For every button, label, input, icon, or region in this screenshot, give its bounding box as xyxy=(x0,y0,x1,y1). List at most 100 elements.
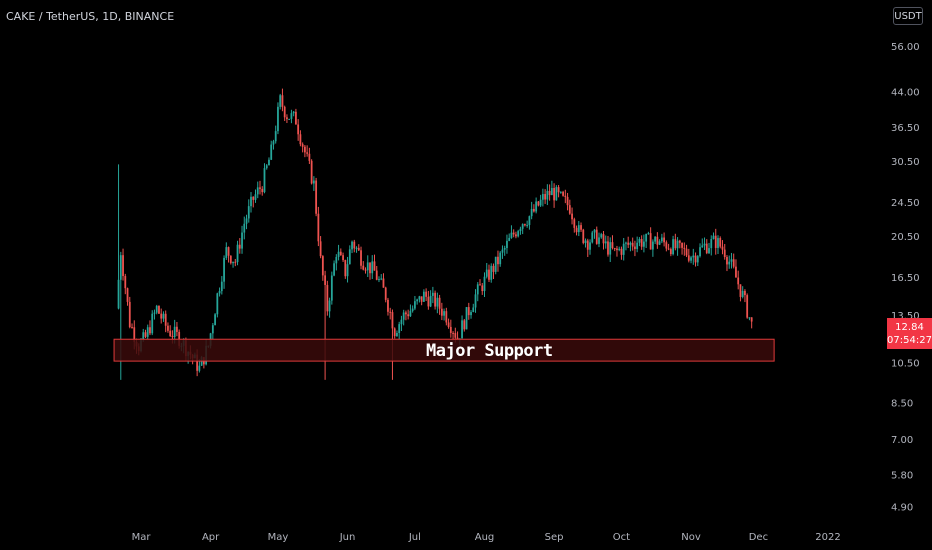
candle-up xyxy=(146,327,149,337)
candle-down xyxy=(582,229,585,243)
candle-down xyxy=(158,305,160,314)
candle-down xyxy=(665,242,668,249)
candle-down xyxy=(344,260,347,277)
candle-up xyxy=(355,247,358,249)
candle-down xyxy=(364,269,367,271)
candle-up xyxy=(232,261,234,264)
candle-down xyxy=(176,326,178,332)
candle-up xyxy=(472,307,475,313)
candle-down xyxy=(299,134,302,145)
candle-up xyxy=(117,279,120,309)
candle-down xyxy=(449,326,452,333)
y-tick-label: 10.50 xyxy=(891,358,920,369)
candle-down xyxy=(620,248,623,255)
symbol-title: CAKE / TetherUS, 1D, BINANCE xyxy=(6,10,175,23)
candle-down xyxy=(317,213,320,242)
candle-down xyxy=(737,277,740,285)
candle-up xyxy=(256,187,259,195)
y-axis[interactable]: 4.90 5.80 7.00 8.50 10.50 13.50 16.50 20.50 24.5… xyxy=(891,42,920,514)
candle-down xyxy=(640,239,643,247)
y-tick-label: 20.50 xyxy=(891,232,920,243)
candle-down xyxy=(303,146,306,153)
candle-up xyxy=(288,118,291,120)
candle-down xyxy=(171,336,174,338)
candle-down xyxy=(463,320,466,330)
candle-down xyxy=(568,205,571,214)
y-tick-label: 4.90 xyxy=(891,503,913,514)
candle-down xyxy=(750,317,753,322)
candle-down xyxy=(319,241,322,257)
x-tick-label: 2022 xyxy=(815,532,840,543)
candle-down xyxy=(362,265,365,270)
candle-up xyxy=(748,317,751,319)
candle-up xyxy=(411,308,414,311)
candle-down xyxy=(324,275,326,285)
candle-down xyxy=(440,308,443,316)
candle-down xyxy=(427,296,430,307)
candle-down xyxy=(126,288,129,302)
x-axis[interactable]: Mar Apr May Jun Jul Aug Sep Oct Nov Dec 2022 xyxy=(132,532,841,543)
currency-button[interactable]: USDT xyxy=(893,7,923,25)
candle-up xyxy=(528,216,531,226)
candle-up xyxy=(247,206,250,219)
candle-up xyxy=(461,320,463,339)
candle-down xyxy=(515,234,517,237)
candle-up xyxy=(223,257,225,282)
candle-up xyxy=(638,239,641,243)
candle-up xyxy=(414,301,416,309)
y-tick-label: 44.00 xyxy=(891,88,920,99)
candle-up xyxy=(470,312,472,316)
candle-up xyxy=(494,256,497,272)
candle-up xyxy=(728,261,731,265)
candle-up xyxy=(380,278,383,280)
candle-up xyxy=(333,263,335,276)
candle-down xyxy=(389,311,392,313)
candle-up xyxy=(584,240,587,243)
candle-up xyxy=(593,229,596,233)
candle-up xyxy=(539,199,542,206)
candle-down xyxy=(683,247,686,249)
y-tick-label: 5.80 xyxy=(891,471,913,482)
candle-down xyxy=(167,325,169,331)
candle-up xyxy=(701,245,704,248)
candle-up xyxy=(521,224,524,229)
candle-up xyxy=(292,111,295,114)
candle-down xyxy=(144,332,147,337)
candle-down xyxy=(375,270,378,280)
candle-down xyxy=(674,239,677,249)
candle-down xyxy=(169,330,172,337)
candle-up xyxy=(546,190,549,200)
bar-countdown: 07:54:27 xyxy=(887,334,932,346)
candle-down xyxy=(160,313,163,319)
candle-down xyxy=(726,257,728,265)
candle-down xyxy=(586,240,589,250)
candle-down xyxy=(663,237,666,243)
candle-up xyxy=(348,249,351,265)
candle-up xyxy=(710,239,713,249)
y-tick-label: 36.50 xyxy=(891,123,920,134)
candle-up xyxy=(268,159,270,166)
candle-up xyxy=(591,232,594,243)
candle-down xyxy=(283,106,286,118)
candle-up xyxy=(241,232,243,249)
candle-down xyxy=(445,311,448,323)
candle-up xyxy=(717,238,719,248)
candle-up xyxy=(173,326,176,337)
candle-up xyxy=(443,311,445,316)
candle-up xyxy=(490,265,493,280)
x-tick-label: Dec xyxy=(749,532,768,543)
candle-up xyxy=(346,264,349,277)
candle-down xyxy=(580,225,582,230)
candle-up xyxy=(436,297,439,307)
candle-up xyxy=(598,237,600,244)
candle-up xyxy=(643,241,645,247)
candle-up xyxy=(526,225,529,227)
candle-down xyxy=(512,232,515,235)
candle-up xyxy=(328,300,331,312)
candle-up xyxy=(162,313,165,319)
candle-up xyxy=(402,312,405,320)
support-zone[interactable] xyxy=(113,338,775,362)
candle-down xyxy=(467,307,470,316)
candle-down xyxy=(544,194,547,200)
